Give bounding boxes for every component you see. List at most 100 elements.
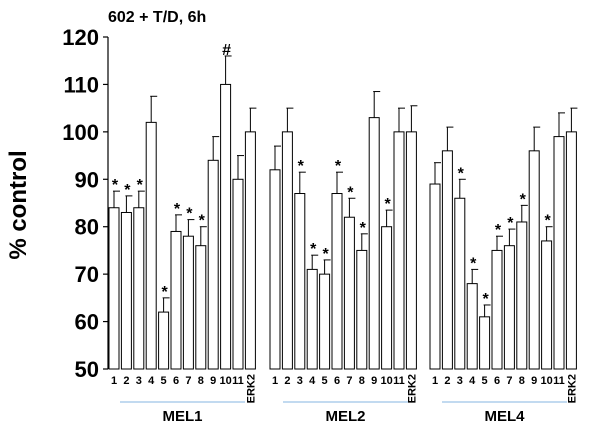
bar [170,230,182,370]
bar [281,131,293,370]
x-tick-label: 5 [161,375,167,387]
significance-marker: * [124,182,131,199]
x-tick-label: 4 [148,375,155,387]
bar [319,273,331,370]
significance-marker: * [335,158,342,175]
bar [182,235,194,370]
x-tick-label: 4 [309,375,316,387]
bar [368,117,380,370]
bar [108,207,120,370]
x-tick-label: 8 [198,375,204,387]
y-axis-label: % control [5,150,32,259]
bar [306,268,318,370]
bar [553,136,565,370]
bar [441,150,453,370]
bar [343,216,355,370]
bar [479,316,491,370]
bar [405,131,417,370]
x-tick-label: 6 [173,375,179,387]
significance-marker: * [360,220,367,237]
significance-marker: * [112,177,119,194]
x-tick-label: 5 [322,375,328,387]
x-tick-label: 3 [136,375,142,387]
x-tick-label: 1 [111,375,117,387]
x-tick-label: 1 [432,375,438,387]
x-tick-label: 11 [553,375,565,387]
significance-marker: * [310,241,317,258]
significance-marker: * [544,213,551,230]
group-labels: MEL1 MEL2 MEL4 [120,401,567,425]
x-tick-label: 8 [359,375,365,387]
x-tick-labels: 1 2 3 4 5 6 7 8 9 10 11 ERK2 1 2 3 4 5 6 7 8 9 10 11 ERK2 1 2 3 4 5 6… [111,374,578,403]
y-tick-label: 120 [62,25,99,50]
x-tick-label: 11 [393,375,405,387]
significance-marker: * [458,165,465,182]
bar [565,131,577,370]
bar [381,226,393,370]
group-label: MEL2 [325,408,365,424]
x-tick-label: 2 [444,375,450,387]
x-tick-label: 10 [540,375,552,387]
significance-marker: * [137,177,144,194]
y-tick-label: 70 [75,262,99,287]
significance-marker: * [347,184,354,201]
x-tick-label: 11 [232,375,244,387]
bar [158,311,170,370]
x-tick-label: 7 [346,375,352,387]
x-tick-label: 10 [380,375,392,387]
x-tick-label: 4 [469,375,476,387]
significance-marker: * [495,222,502,239]
significance-marker: * [186,206,193,223]
x-tick-label: ERK2 [245,374,257,403]
bar [528,150,540,370]
bar [466,283,478,370]
significance-marker: * [199,213,206,230]
significance-marker: * [298,158,305,175]
bars: * * * * * * * # * * * * * * * * * * * * * * [108,42,578,370]
bar [491,249,503,370]
bar [145,121,157,370]
x-tick-label: 9 [371,375,377,387]
significance-marker: * [161,284,168,301]
x-tick-label: 2 [123,375,129,387]
chart-title: 602 + T/D, 6h [108,9,206,26]
significance-marker: # [222,42,231,59]
group-label: MEL4 [484,408,525,424]
y-tick-label: 110 [64,72,100,97]
x-tick-label: 10 [219,375,231,387]
x-tick-label: 2 [284,375,290,387]
x-tick-label: 3 [457,375,463,387]
x-tick-label: 1 [272,375,278,387]
x-tick-label: 9 [210,375,216,387]
bar [244,131,256,370]
significance-marker: * [520,191,527,208]
bar [541,240,553,370]
bar [133,207,145,370]
y-axis: 50 60 70 80 90 100 110 120 [62,25,109,382]
bar [503,245,515,370]
bar [429,183,441,370]
bar [516,221,528,370]
bar [269,169,281,370]
bar [195,245,207,370]
bar [393,131,405,370]
group-label: MEL1 [162,408,202,424]
x-tick-label: 6 [334,375,340,387]
significance-marker: * [470,255,477,272]
x-tick-label: 3 [297,375,303,387]
x-tick-label: 7 [506,375,512,387]
bar [356,249,368,370]
x-tick-label: 6 [494,375,500,387]
bar [454,197,466,370]
significance-marker: * [507,215,514,232]
bar [232,178,244,370]
significance-marker: * [174,201,181,218]
significance-marker: * [482,291,489,308]
x-tick-label: 9 [531,375,537,387]
x-tick-label: 7 [185,375,191,387]
bar [120,211,132,370]
x-tick-label: ERK2 [566,374,578,403]
x-tick-label: 8 [519,375,525,387]
